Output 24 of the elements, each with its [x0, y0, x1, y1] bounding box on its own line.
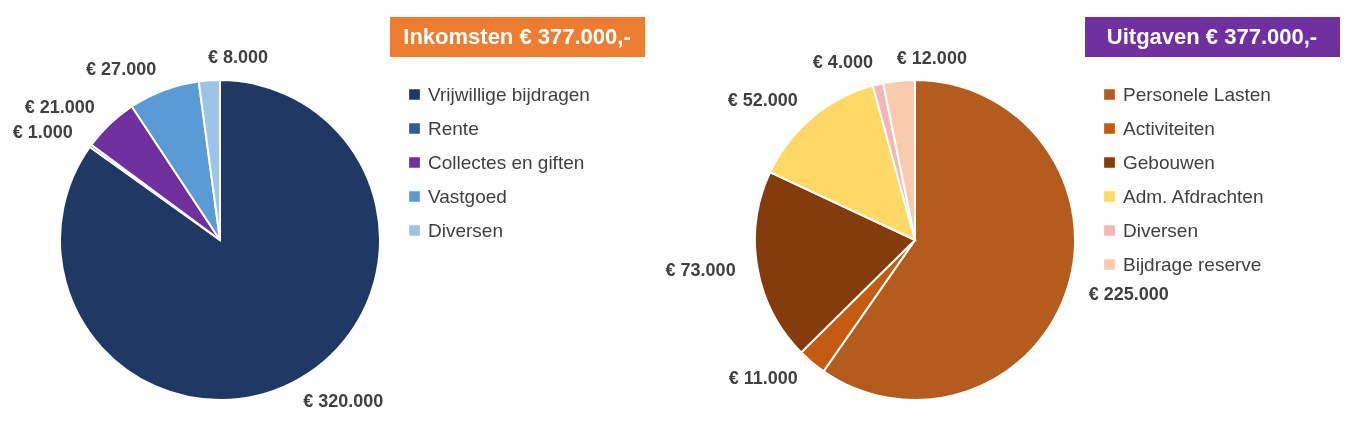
data-label: € 73.000 [665, 259, 736, 280]
legend-label: Diversen [1123, 219, 1198, 241]
data-label: € 27.000 [86, 58, 157, 79]
data-label: € 225.000 [1088, 283, 1169, 304]
chart-title: Inkomsten € 377.000,- [403, 24, 631, 49]
chart-title: Uitgaven € 377.000,- [1106, 24, 1318, 49]
legend-label: Bijdrage reserve [1123, 253, 1262, 275]
legend-label: Gebouwen [1123, 151, 1215, 173]
legend-label: Collectes en giften [428, 151, 585, 173]
data-label: € 52.000 [727, 89, 798, 110]
data-label: € 8.000 [207, 47, 268, 68]
data-label: € 1.000 [12, 121, 73, 142]
legend-label: Vastgoed [428, 185, 507, 207]
legend-label: Activiteiten [1123, 117, 1215, 139]
legend-label: Rente [428, 117, 479, 139]
legend-label: Adm. Afdrachten [1123, 185, 1264, 207]
data-label: € 12.000 [896, 47, 967, 68]
legend-label: Diversen [428, 219, 503, 241]
legend-label: Personele Lasten [1123, 83, 1271, 105]
data-label: € 21.000 [24, 96, 95, 117]
data-label: € 320.000 [303, 390, 384, 411]
data-label: € 4.000 [812, 51, 873, 72]
data-label: € 11.000 [728, 368, 798, 389]
legend-label: Vrijwillige bijdragen [428, 83, 590, 105]
